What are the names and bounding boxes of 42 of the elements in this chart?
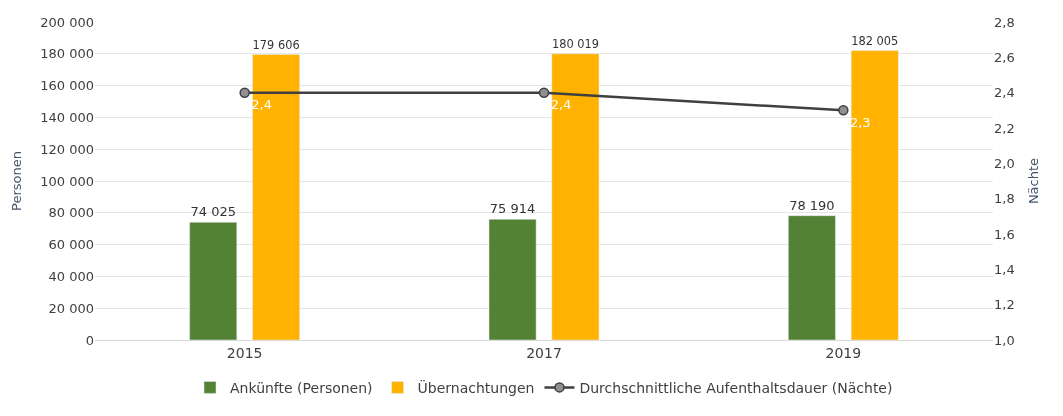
data-label: 75 914 [489,201,536,217]
y-tick-label: 160 000 [40,78,94,94]
x-tick-label: 2015 [226,344,263,361]
y2-tick-label: 2,8 [994,14,1015,30]
bar [551,53,600,340]
data-label: 179 606 [252,37,300,52]
y2-axis-title: Nächte [1026,157,1042,205]
data-label: 78 190 [789,197,835,213]
y-tick-label: 200 000 [40,14,94,30]
data-label: 182 005 [851,33,899,48]
data-label: 180 019 [551,37,599,52]
y-tick-label: 0 [85,332,94,348]
y-tick-label: 20 000 [48,300,94,316]
data-label: 2,3 [849,114,871,130]
y-tick-label: 140 000 [40,109,94,125]
y-tick-label: 120 000 [40,141,94,157]
bar [189,222,238,340]
bar [850,50,899,340]
x-tick-label: 2017 [526,344,562,361]
y2-tick-label: 1,4 [994,261,1015,277]
legend-label: Ankünfte (Personen) [230,379,373,396]
bar [788,215,836,340]
y-tick-label: 180 000 [40,46,94,62]
data-label: 74 025 [190,204,236,220]
y-tick-label: 60 000 [48,237,94,253]
bar [488,219,537,340]
y-tick-label: 40 000 [48,268,94,284]
y2-tick-label: 1,6 [994,226,1015,242]
y2-tick-label: 2,0 [994,155,1015,171]
y2-tick-label: 2,2 [994,120,1015,136]
y-tick-label: 100 000 [40,173,94,189]
y2-tick-label: 2,4 [994,85,1015,101]
x-tick-label: 2019 [825,344,862,361]
y-axis-title: Personen [9,151,25,211]
y-tick-label: 80 000 [48,205,94,221]
y2-tick-label: 2,6 [994,49,1015,65]
bar [252,54,300,340]
legend-label: Übernachtungen [417,378,535,396]
y2-tick-label: 1,8 [994,191,1015,207]
legend-label: Durchschnittliche Aufenthaltsdauer (Nächte) [579,379,893,396]
y2-tick-label: 1,0 [994,332,1015,348]
y2-tick-label: 1,2 [994,297,1015,313]
